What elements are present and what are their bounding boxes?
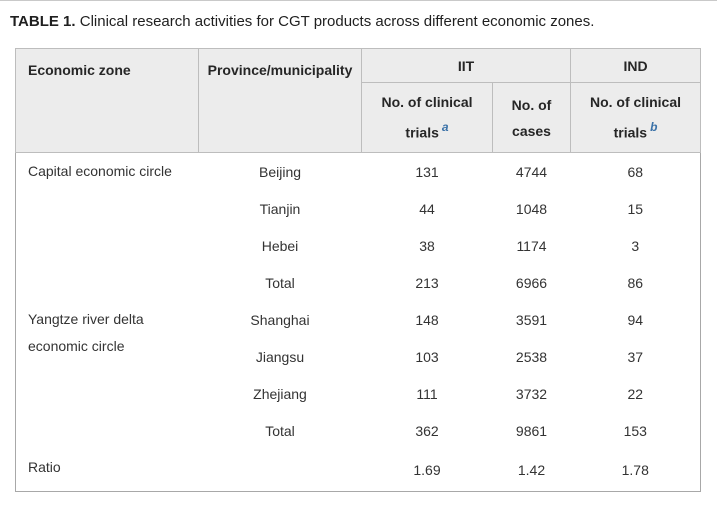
- header-iit-cases: No. of cases: [492, 82, 571, 153]
- cell-province: Total: [265, 274, 295, 291]
- cell-iit-trials: 44: [419, 200, 435, 217]
- cell-iit-trials: 148: [415, 311, 439, 328]
- zone-capital: Capital economic circle: [28, 163, 172, 179]
- cell-province: Beijing: [258, 163, 302, 180]
- cell-province: [199, 449, 362, 492]
- cell-ind-trials: 1.78: [621, 462, 649, 478]
- header-ind-trials-label: No. of clinical trials: [589, 94, 681, 141]
- footnote-marker-b: b: [650, 120, 658, 135]
- header-row-subcolumns: No. of clinical trials a No. of cases No.…: [16, 82, 701, 153]
- table-row: Capital economic circle Beijing 131 4744…: [16, 153, 701, 191]
- cell-iit-cases: 6966: [515, 274, 548, 291]
- table-row: Jiangsu 103 2538 37: [16, 338, 701, 375]
- cell-province: Total: [265, 422, 295, 439]
- table-caption: TABLE 1. Clinical research activities fo…: [0, 1, 717, 32]
- cell-ratio-label: Ratio: [28, 459, 61, 475]
- header-province: Province/municipality: [198, 48, 362, 153]
- header-iit-cases-line1: No. of: [511, 96, 552, 113]
- cell-ind-trials: 94: [627, 311, 644, 328]
- cell-province: Tianjin: [259, 200, 301, 217]
- table-row: Zhejiang 111 3732 22: [16, 375, 701, 412]
- cell-province: Zhejiang: [253, 385, 307, 402]
- footnote-marker-a: a: [441, 120, 449, 135]
- header-ind-trials: No. of clinical trials b: [570, 82, 701, 153]
- cell-iit-cases: 2538: [515, 348, 548, 365]
- table-row-total: Total 362 9861 153: [16, 412, 701, 449]
- clinical-research-table: Economic zone Province/municipality IIT …: [15, 48, 701, 492]
- header-iit-trials: No. of clinical trials a: [361, 82, 493, 153]
- cell-ind-trials: 22: [627, 385, 644, 402]
- table-caption-text: Clinical research activities for CGT pro…: [75, 13, 595, 30]
- cell-ind-trials: 68: [627, 163, 644, 180]
- cell-iit-trials: 38: [419, 237, 435, 254]
- cell-iit-cases: 9861: [515, 422, 548, 439]
- header-iit-group: IIT: [361, 48, 571, 83]
- cell-ind-trials: 153: [623, 422, 647, 439]
- table-row: Hebei 38 1174 3: [16, 227, 701, 264]
- header-iit-cases-line2: cases: [512, 122, 551, 139]
- cell-iit-cases: 1048: [515, 200, 548, 217]
- cell-iit-cases: 3732: [515, 385, 548, 402]
- table-row: Yangtze river delta economic circle Shan…: [16, 301, 701, 354]
- cell-ind-trials: 3: [631, 237, 640, 254]
- table-row: Tianjin 44 1048 15: [16, 190, 701, 227]
- cell-iit-cases: 4744: [515, 163, 548, 180]
- cell-iit-trials: 103: [415, 348, 439, 365]
- header-economic-zone: Economic zone: [15, 48, 199, 153]
- cell-iit-cases: 1.42: [517, 462, 546, 478]
- cell-iit-trials: 362: [415, 422, 439, 439]
- cell-ind-trials: 37: [627, 348, 644, 365]
- cell-iit-trials: 213: [415, 274, 439, 291]
- cell-iit-trials: 111: [416, 385, 438, 402]
- header-iit-trials-label: No. of clinical trials: [381, 94, 473, 141]
- cell-iit-cases: 3591: [515, 311, 548, 328]
- cell-province: Shanghai: [250, 311, 310, 328]
- cell-iit-trials: 1.69: [413, 462, 441, 478]
- cell-ind-trials: 86: [627, 274, 644, 291]
- cell-iit-trials: 131: [415, 163, 439, 180]
- table-row-total: Total 213 6966 86: [16, 264, 701, 301]
- cell-province: Jiangsu: [255, 348, 305, 365]
- cell-iit-cases: 1174: [516, 237, 547, 254]
- cell-province: Hebei: [261, 237, 299, 254]
- table-row-ratio: Ratio 1.69 1.42 1.78: [16, 449, 701, 492]
- zone-yangtze: Yangtze river delta economic circle: [28, 311, 144, 354]
- header-row-groups: Economic zone Province/municipality IIT …: [15, 48, 701, 153]
- table-header: Economic zone Province/municipality IIT …: [15, 48, 701, 153]
- cell-ind-trials: 15: [627, 200, 644, 217]
- table-body: Capital economic circle Beijing 131 4744…: [16, 153, 701, 492]
- table-caption-label: TABLE 1.: [10, 13, 76, 30]
- header-ind-group: IND: [570, 48, 701, 83]
